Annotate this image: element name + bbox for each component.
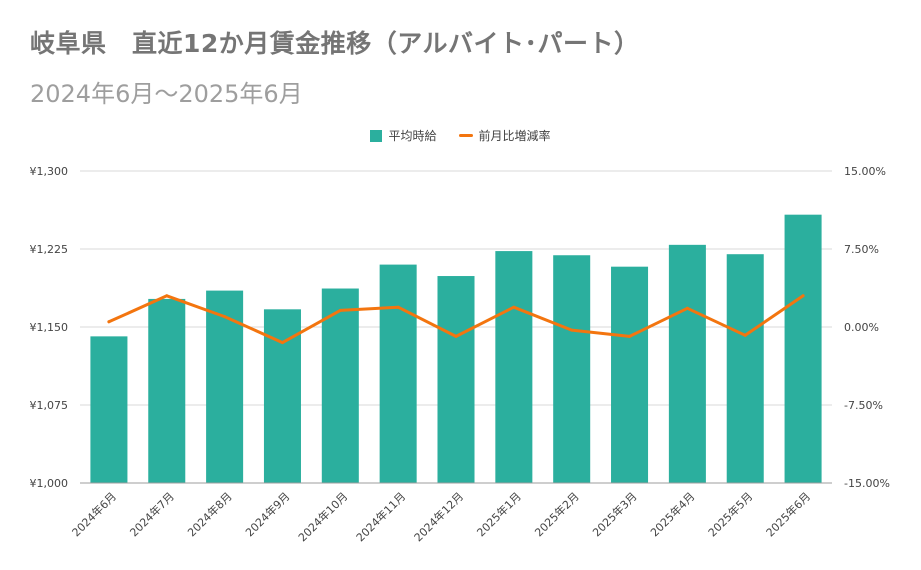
y-right-tick-label: -7.50% [844, 399, 883, 412]
legend-bar-label: 平均時給 [388, 129, 437, 143]
legend-line-swatch [458, 134, 473, 137]
line-point [685, 306, 689, 310]
x-tick-label: 2024年8月 [185, 489, 235, 539]
line-point [107, 320, 111, 324]
line-point [628, 334, 632, 338]
y-left-tick-label: ¥1,075 [30, 399, 69, 412]
line-point [280, 341, 284, 345]
y-left-tick-label: ¥1,150 [30, 321, 69, 334]
legend-bar-swatch [370, 129, 383, 142]
y-right-tick-label: 7.50% [844, 243, 879, 256]
x-tick-label: 2025年6月 [763, 489, 813, 539]
line-point [801, 294, 805, 298]
y-left-tick-label: ¥1,300 [30, 165, 69, 178]
chart-subtitle: 2024年6月～2025年6月 [30, 80, 303, 108]
y-left-tick-label: ¥1,225 [30, 243, 69, 256]
y-right-tick-label: -15.00% [844, 477, 890, 490]
y-right-tick-label: 15.00% [844, 165, 886, 178]
legend: 平均時給 前月比増減率 [0, 127, 921, 144]
line-point [165, 294, 169, 298]
x-tick-label: 2025年4月 [647, 489, 697, 539]
x-tick-label: 2025年5月 [705, 489, 755, 539]
bar [784, 214, 822, 483]
bar [321, 288, 359, 483]
x-tick-label: 2025年1月 [474, 489, 524, 539]
line-point [570, 328, 574, 332]
y-right-tick-label: 0.00% [844, 321, 879, 334]
x-tick-label: 2024年12月 [411, 489, 466, 544]
x-tick-label: 2024年6月 [69, 489, 119, 539]
line-point [338, 308, 342, 312]
chart-title: 岐阜県 直近12か月賃金推移（アルバイト･パート） [30, 29, 640, 58]
bar [148, 298, 186, 483]
y-left-tick-label: ¥1,000 [30, 477, 69, 490]
bar [90, 336, 128, 483]
bar [611, 266, 649, 483]
x-tick-label: 2024年9月 [242, 489, 292, 539]
x-tick-label: 2024年7月 [127, 489, 177, 539]
line-point [454, 334, 458, 338]
legend-item-bar: 平均時給 [370, 127, 437, 144]
bar [206, 290, 244, 483]
bar [437, 276, 475, 483]
bar [379, 264, 417, 483]
x-tick-label: 2025年3月 [589, 489, 639, 539]
line-point [396, 305, 400, 309]
legend-line-label: 前月比増減率 [478, 129, 551, 143]
x-tick-label: 2025年2月 [532, 489, 582, 539]
bar [553, 255, 591, 483]
bar [668, 244, 706, 483]
line-point [223, 315, 227, 319]
line-point [743, 333, 747, 337]
line-point [512, 305, 516, 309]
bar [495, 251, 533, 483]
legend-item-line: 前月比増減率 [458, 127, 551, 144]
x-tick-label: 2024年10月 [295, 489, 350, 544]
x-tick-label: 2024年11月 [353, 489, 408, 544]
bar [726, 254, 764, 483]
